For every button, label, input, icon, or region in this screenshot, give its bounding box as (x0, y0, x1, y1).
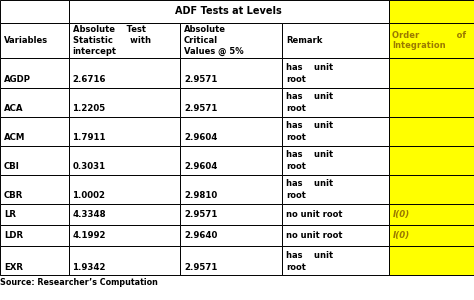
Bar (180, 117, 282, 146)
Bar (389, 22, 474, 58)
Text: root: root (286, 133, 306, 142)
Text: 1.2205: 1.2205 (73, 104, 106, 113)
Text: 1.0002: 1.0002 (73, 191, 106, 200)
Bar (282, 204, 389, 225)
Bar (389, 88, 474, 117)
Text: 2.9571: 2.9571 (184, 263, 217, 272)
Text: 1.9342: 1.9342 (73, 263, 106, 272)
Bar (0, 225, 69, 246)
Text: Variables: Variables (4, 36, 48, 45)
Text: AGDP: AGDP (4, 75, 31, 84)
Text: root: root (286, 75, 306, 84)
Bar (180, 88, 282, 117)
Bar (282, 175, 389, 204)
Bar (282, 88, 389, 117)
Bar (282, 22, 389, 58)
Text: ADF Tests at Levels: ADF Tests at Levels (175, 6, 282, 16)
Bar (282, 58, 389, 88)
Text: 0.3031: 0.3031 (73, 162, 106, 171)
Text: has    unit: has unit (286, 150, 333, 159)
Bar (389, 246, 474, 275)
Bar (389, 225, 474, 246)
Text: I(0): I(0) (392, 210, 410, 219)
Text: Source: Researcher’s Computation: Source: Researcher’s Computation (0, 278, 158, 287)
Text: Order             of
Integration: Order of Integration (392, 31, 466, 50)
Bar (180, 225, 282, 246)
Text: 4.1992: 4.1992 (73, 231, 106, 240)
Text: Absolute
Critical
Values @ 5%: Absolute Critical Values @ 5% (184, 25, 244, 56)
Text: 4.3348: 4.3348 (73, 210, 106, 219)
Text: 2.9571: 2.9571 (184, 210, 217, 219)
Bar (180, 146, 282, 175)
Bar (180, 175, 282, 204)
Text: LR: LR (4, 210, 16, 219)
Bar (69, 58, 180, 88)
Bar (389, 58, 474, 88)
Bar (0, 246, 69, 275)
Bar (180, 58, 282, 88)
Bar (0, 22, 69, 58)
Text: 2.9571: 2.9571 (184, 104, 217, 113)
Bar (0, 117, 69, 146)
Text: root: root (286, 104, 306, 113)
Text: Absolute    Test
Statistic      with
intercept: Absolute Test Statistic with intercept (73, 25, 151, 56)
Text: 2.9604: 2.9604 (184, 133, 217, 142)
Bar (282, 225, 389, 246)
Text: 2.9810: 2.9810 (184, 191, 217, 200)
Bar (0, 58, 69, 88)
Text: CBR: CBR (4, 191, 23, 200)
Bar (0, 146, 69, 175)
Bar (0, 88, 69, 117)
Bar (389, 175, 474, 204)
Bar (69, 204, 180, 225)
Bar (389, 146, 474, 175)
Text: root: root (286, 162, 306, 171)
Bar (180, 204, 282, 225)
Text: 1.7911: 1.7911 (73, 133, 106, 142)
Text: has    unit: has unit (286, 250, 333, 260)
Text: 2.6716: 2.6716 (73, 75, 106, 84)
Text: CBI: CBI (4, 162, 19, 171)
Text: Remark: Remark (286, 36, 322, 45)
Text: 2.9604: 2.9604 (184, 162, 217, 171)
Text: 2.9571: 2.9571 (184, 75, 217, 84)
Text: no unit root: no unit root (286, 210, 342, 219)
Bar (69, 0, 389, 22)
Bar (69, 175, 180, 204)
Bar (282, 246, 389, 275)
Bar (389, 204, 474, 225)
Bar (180, 22, 282, 58)
Text: EXR: EXR (4, 263, 23, 272)
Text: 2.9640: 2.9640 (184, 231, 217, 240)
Text: I(0): I(0) (392, 231, 410, 240)
Text: root: root (286, 263, 306, 272)
Text: has    unit: has unit (286, 63, 333, 72)
Bar (389, 117, 474, 146)
Bar (0, 204, 69, 225)
Bar (69, 117, 180, 146)
Text: no unit root: no unit root (286, 231, 342, 240)
Bar (0, 175, 69, 204)
Text: ACA: ACA (4, 104, 23, 113)
Bar (0, 0, 69, 22)
Bar (69, 22, 180, 58)
Text: has    unit: has unit (286, 121, 333, 130)
Bar (69, 225, 180, 246)
Text: ACM: ACM (4, 133, 25, 142)
Text: has    unit: has unit (286, 92, 333, 101)
Text: has    unit: has unit (286, 179, 333, 188)
Bar (282, 146, 389, 175)
Bar (282, 117, 389, 146)
Text: root: root (286, 191, 306, 200)
Bar (389, 0, 474, 22)
Text: LDR: LDR (4, 231, 23, 240)
Bar (69, 246, 180, 275)
Bar (69, 146, 180, 175)
Bar (180, 246, 282, 275)
Bar (69, 88, 180, 117)
